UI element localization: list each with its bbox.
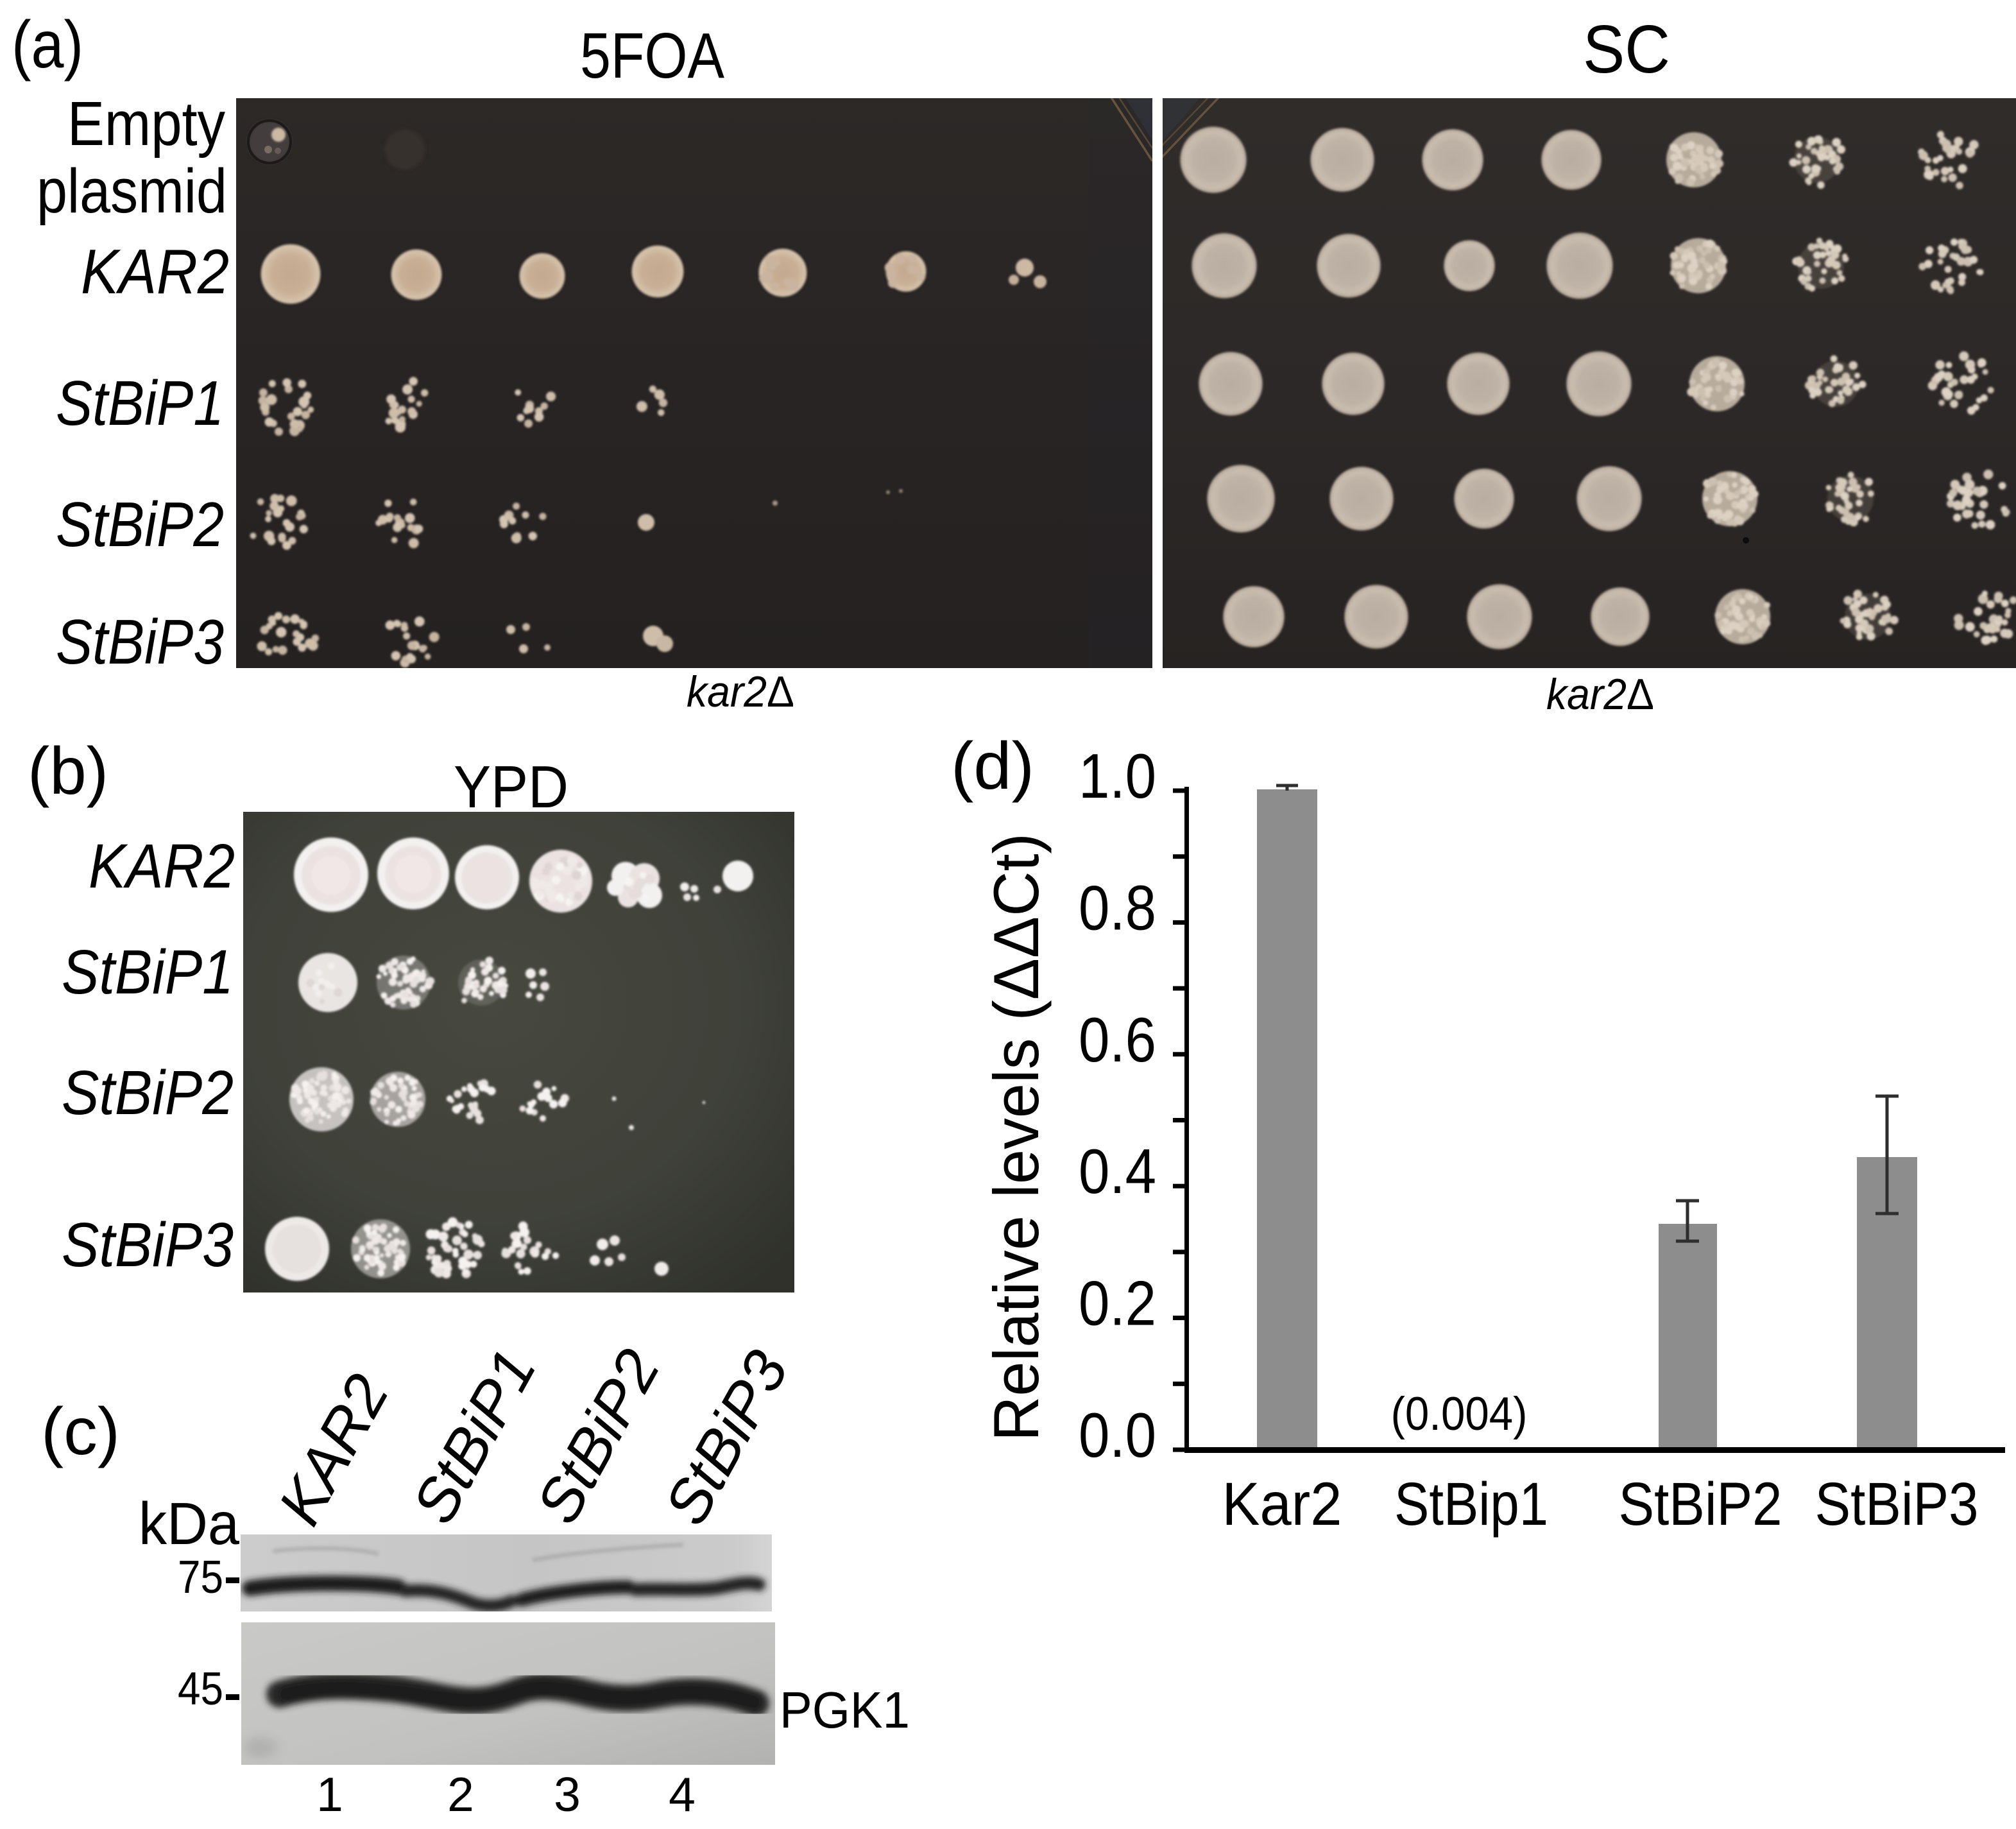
svg-text:StBiP3: StBiP3 — [1815, 1470, 1979, 1538]
svg-text:2: 2 — [447, 1767, 474, 1821]
svg-text:StBiP1: StBiP1 — [400, 1339, 550, 1534]
svg-text:0.6: 0.6 — [1079, 1004, 1156, 1075]
svg-text:PGK1: PGK1 — [780, 1681, 910, 1739]
svg-text:plasmid: plasmid — [37, 156, 227, 226]
svg-text:(a): (a) — [12, 8, 83, 82]
svg-text:StBiP2: StBiP2 — [56, 489, 224, 560]
svg-text:KAR2: KAR2 — [89, 831, 235, 901]
svg-text:4: 4 — [669, 1767, 696, 1821]
svg-text:kDa: kDa — [139, 1490, 239, 1557]
svg-text:75: 75 — [178, 1552, 223, 1603]
svg-text:(0.004): (0.004) — [1391, 1388, 1528, 1440]
svg-text:Relative levels (ΔΔCt): Relative levels (ΔΔCt) — [980, 833, 1052, 1441]
svg-text:kar2Δ: kar2Δ — [1546, 670, 1654, 719]
svg-text:StBiP3: StBiP3 — [62, 1210, 234, 1280]
svg-text:KAR2: KAR2 — [81, 236, 229, 307]
svg-text:SC: SC — [1583, 12, 1670, 87]
svg-text:1.0: 1.0 — [1079, 741, 1156, 811]
svg-text:0.2: 0.2 — [1079, 1268, 1156, 1339]
svg-text:StBiP1: StBiP1 — [62, 937, 234, 1007]
svg-text:StBiP2: StBiP2 — [524, 1339, 674, 1534]
svg-text:StBiP2: StBiP2 — [62, 1058, 234, 1128]
svg-text:YPD: YPD — [454, 753, 568, 820]
svg-text:(d): (d) — [951, 729, 1034, 803]
svg-text:0.8: 0.8 — [1079, 872, 1156, 943]
svg-text:1: 1 — [316, 1767, 343, 1821]
svg-text:StBiP3: StBiP3 — [56, 606, 224, 677]
svg-text:3: 3 — [554, 1767, 581, 1821]
svg-text:45: 45 — [178, 1663, 223, 1715]
svg-text:StBiP1: StBiP1 — [56, 368, 224, 438]
svg-text:kar2Δ: kar2Δ — [687, 667, 794, 716]
svg-text:StBip1: StBip1 — [1394, 1470, 1548, 1538]
svg-text:5FOA: 5FOA — [580, 20, 724, 92]
svg-text:StBiP2: StBiP2 — [1619, 1470, 1782, 1538]
svg-text:Empty: Empty — [67, 89, 225, 159]
svg-text:(c): (c) — [41, 1395, 120, 1469]
svg-text:Kar2: Kar2 — [1222, 1470, 1342, 1538]
svg-text:StBiP3: StBiP3 — [652, 1340, 802, 1536]
svg-text:0.4: 0.4 — [1079, 1136, 1156, 1206]
svg-text:(b): (b) — [28, 734, 108, 809]
svg-text:KAR2: KAR2 — [266, 1364, 402, 1536]
svg-text:0.0: 0.0 — [1079, 1400, 1156, 1470]
